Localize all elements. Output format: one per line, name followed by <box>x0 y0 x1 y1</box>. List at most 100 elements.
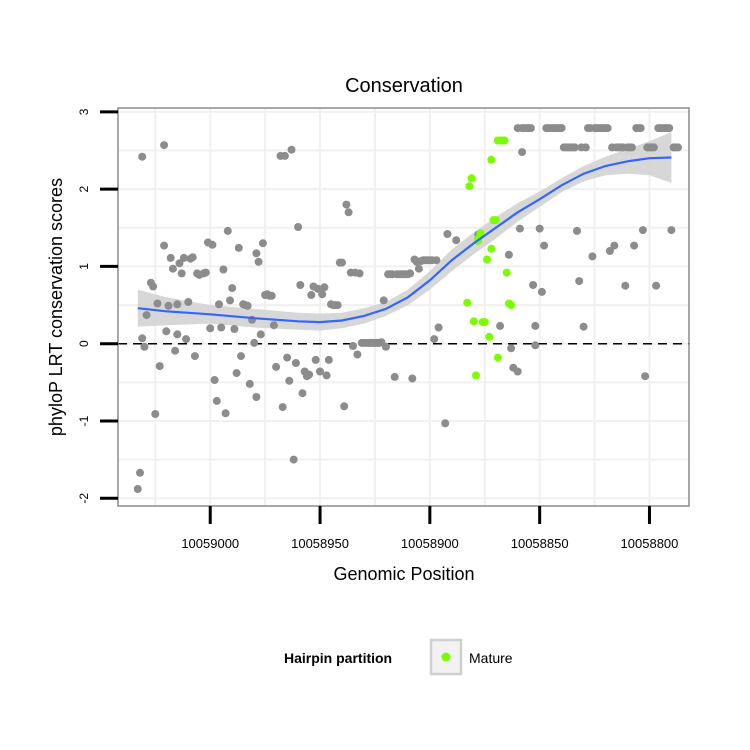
data-point-other <box>269 321 278 330</box>
data-point-other <box>258 239 267 248</box>
data-point-mature <box>487 155 496 164</box>
data-point-mature <box>469 317 478 326</box>
data-point-other <box>496 321 505 330</box>
data-point-other <box>179 253 188 262</box>
data-point-other <box>217 323 226 332</box>
legend-label-mature: Mature <box>469 650 513 666</box>
data-point-other <box>201 268 210 277</box>
data-point-other <box>353 350 362 359</box>
data-point-other <box>674 143 682 152</box>
data-point-mature <box>483 255 491 264</box>
data-point-other <box>414 264 423 273</box>
data-point-other <box>529 281 538 289</box>
data-point-other <box>340 402 349 411</box>
smooth-line-layer <box>137 156 672 324</box>
data-point-other <box>160 141 169 150</box>
data-point-other <box>338 258 346 267</box>
data-point-other <box>507 344 516 353</box>
data-point-other <box>324 355 333 364</box>
data-point-other <box>155 362 164 371</box>
y-tick-label: 3 <box>77 108 91 115</box>
data-point-other <box>138 152 147 161</box>
data-point-other <box>153 299 162 308</box>
data-point-other <box>434 323 443 332</box>
data-point-other <box>252 393 261 401</box>
data-point-mature <box>472 371 480 380</box>
data-point-other <box>513 367 522 376</box>
data-point-mature <box>500 136 509 145</box>
y-tick-label: 0 <box>77 340 91 347</box>
data-point-other <box>649 143 658 152</box>
data-point-other <box>641 372 650 381</box>
mature-points-layer <box>463 136 516 380</box>
data-point-other <box>349 342 357 350</box>
data-point-other <box>322 371 331 380</box>
data-point-other <box>294 223 303 231</box>
data-point-other <box>515 224 524 233</box>
data-point-other <box>142 311 151 320</box>
data-point-other <box>627 143 636 152</box>
data-point-other <box>219 265 228 274</box>
data-point-other <box>285 376 294 385</box>
data-point-other <box>432 256 441 265</box>
data-point-other <box>278 403 287 412</box>
data-point-other <box>443 230 452 238</box>
data-point-other <box>621 281 630 290</box>
data-point-other <box>149 282 158 291</box>
data-point-other <box>164 301 173 310</box>
other-points-layer <box>133 124 682 493</box>
data-point-other <box>272 362 281 371</box>
data-point-other <box>256 330 265 339</box>
data-point-mature <box>485 332 494 341</box>
x-axis-title: Genomic Position <box>333 564 474 584</box>
data-point-other <box>234 243 243 252</box>
chart-title: Conservation <box>345 75 463 97</box>
x-tick-label: 10058900 <box>401 536 459 551</box>
data-point-mature <box>463 298 472 307</box>
y-axis-title: phyloP LRT conservation scores <box>46 178 66 436</box>
data-point-other <box>252 249 261 258</box>
data-point-other <box>136 468 144 477</box>
data-point-other <box>171 346 180 355</box>
data-point-other <box>296 281 305 289</box>
data-point-other <box>162 327 171 336</box>
data-point-other <box>316 367 324 376</box>
data-point-other <box>188 253 197 262</box>
data-point-other <box>267 291 276 300</box>
data-point-other <box>526 124 535 133</box>
data-point-mature <box>491 216 500 225</box>
data-point-other <box>573 226 581 235</box>
data-point-other <box>430 335 439 344</box>
data-point-other <box>228 284 237 293</box>
y-tick-label: -2 <box>77 493 91 504</box>
data-point-mature <box>487 244 496 253</box>
data-point-mature <box>502 268 511 277</box>
data-point-other <box>230 325 239 333</box>
data-point-other <box>223 226 232 235</box>
data-point-other <box>208 240 217 249</box>
data-point-other <box>133 485 142 493</box>
data-point-other <box>320 283 329 292</box>
y-tick-label: 1 <box>77 263 91 270</box>
data-point-other <box>652 281 661 290</box>
data-point-other <box>540 241 549 250</box>
legend-title: Hairpin partition <box>284 650 392 666</box>
data-point-other <box>140 342 149 351</box>
y-tick-label: 2 <box>77 185 91 192</box>
data-point-mature <box>480 318 489 327</box>
data-point-other <box>630 241 639 250</box>
legend: Hairpin partition Mature <box>284 638 513 676</box>
data-point-other <box>603 124 612 133</box>
data-point-other <box>342 200 351 209</box>
data-point-other <box>298 389 307 398</box>
data-point-other <box>287 145 296 154</box>
data-point-other <box>579 322 588 331</box>
data-point-other <box>215 300 223 309</box>
data-point-other <box>355 269 364 278</box>
data-point-mature <box>465 182 474 191</box>
data-point-other <box>182 335 191 344</box>
data-point-other <box>289 455 298 464</box>
data-point-other <box>504 250 513 259</box>
data-point-other <box>390 372 399 381</box>
